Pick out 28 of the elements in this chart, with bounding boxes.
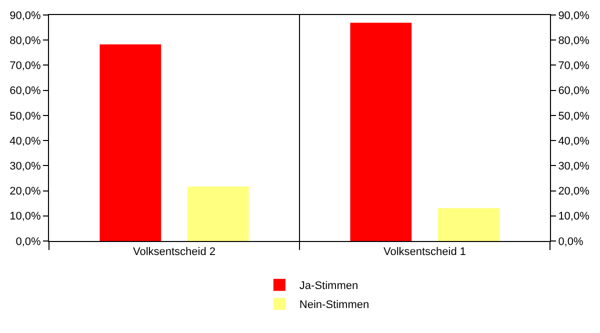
y2-tick-label: 40,0% xyxy=(558,135,590,148)
y-tick-label: 0,0% xyxy=(16,236,42,248)
x-tick-label: Volksentscheid 2 xyxy=(132,246,216,258)
legend-label: Ja-Stimmen xyxy=(299,280,358,292)
x-tick-label: Volksentscheid 1 xyxy=(383,246,466,258)
y2-tick-label: 80,0% xyxy=(558,34,590,47)
y2-tick-label: 20,0% xyxy=(558,186,590,198)
bar xyxy=(438,208,500,241)
y-tick-label: 50,0% xyxy=(10,110,42,122)
legend-label: Nein-Stimmen xyxy=(299,299,370,312)
bar xyxy=(100,44,162,241)
y-tick-label: 80,0% xyxy=(10,34,42,47)
y2-tick-label: 90,0% xyxy=(558,10,590,22)
y2-tick-label: 70,0% xyxy=(558,60,590,72)
y2-tick-label: 60,0% xyxy=(558,85,590,98)
y2-tick-label: 10,0% xyxy=(558,210,590,223)
y-tick-label: 20,0% xyxy=(10,186,42,198)
y-tick-label: 40,0% xyxy=(10,135,42,148)
y-tick-label: 60,0% xyxy=(10,85,42,98)
y-tick-label: 70,0% xyxy=(10,60,42,72)
y-tick-label: 10,0% xyxy=(10,210,42,223)
y2-tick-label: 30,0% xyxy=(558,160,590,173)
bar xyxy=(350,22,412,241)
y2-tick-label: 50,0% xyxy=(558,110,590,122)
y-tick-label: 90,0% xyxy=(10,10,42,22)
y-tick-label: 30,0% xyxy=(10,160,42,173)
y2-tick-label: 0,0% xyxy=(558,236,584,248)
bar xyxy=(187,186,249,241)
